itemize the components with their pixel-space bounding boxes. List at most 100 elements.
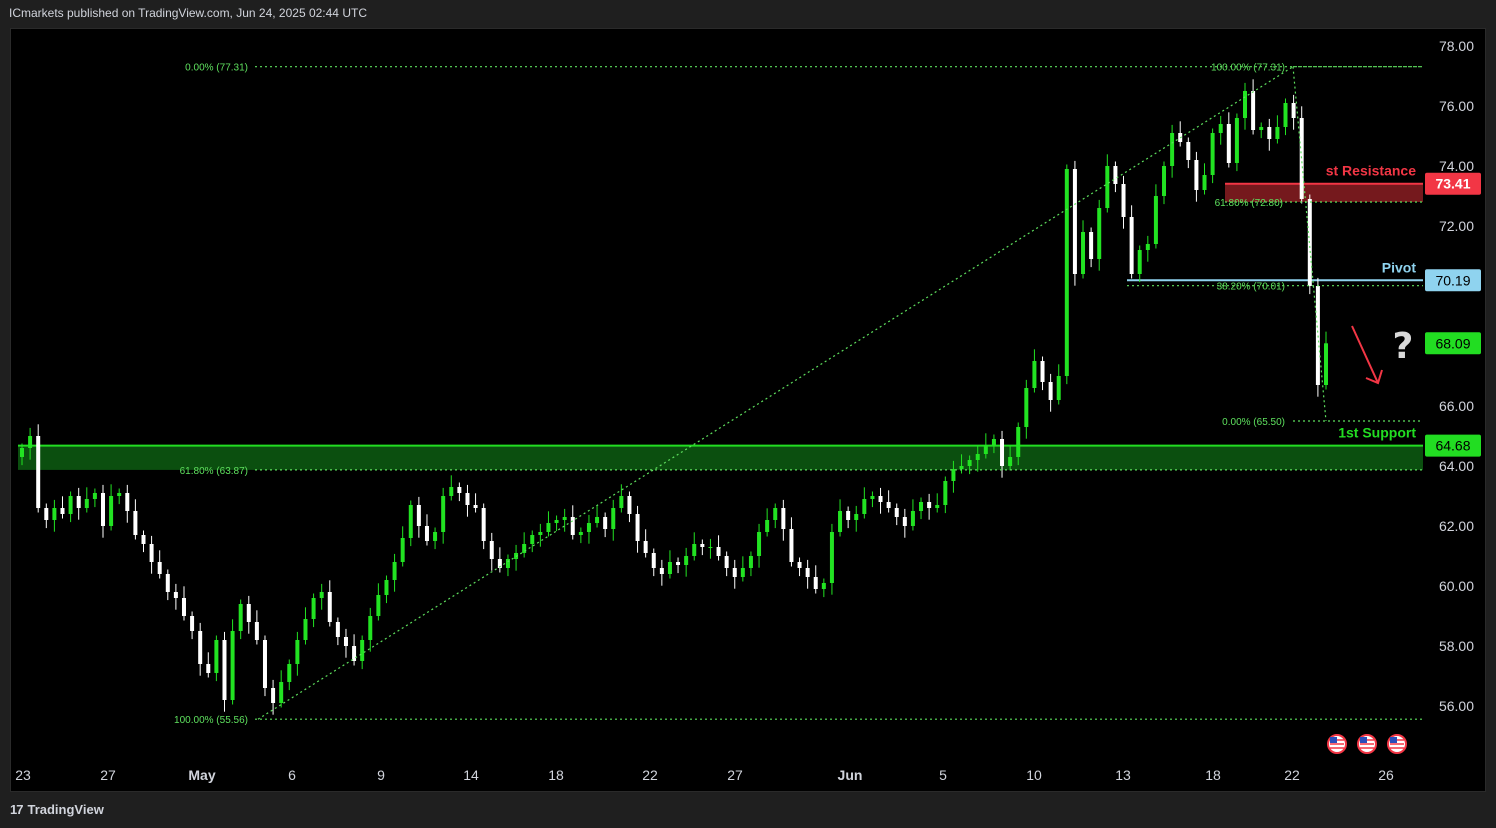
price-badge bbox=[1425, 172, 1481, 195]
candle-body bbox=[165, 574, 170, 592]
candle-body bbox=[789, 529, 794, 562]
us-flag-event-icon[interactable] bbox=[1387, 734, 1407, 754]
candles-layer bbox=[18, 79, 1423, 715]
footer-brand: TradingView bbox=[27, 802, 104, 817]
price-chart[interactable]: 0.00% (77.31) 100.00% (77.31) 61.80% (72.8… bbox=[0, 0, 1496, 800]
fib-label: 61.80% (72.80) bbox=[1215, 198, 1283, 209]
candle-body bbox=[173, 592, 178, 598]
candle-body bbox=[489, 541, 494, 559]
candle-body bbox=[1226, 124, 1231, 163]
candle-body bbox=[222, 640, 227, 700]
candle-body bbox=[1234, 118, 1239, 163]
price-badge-label: 70.19 bbox=[1435, 272, 1470, 288]
support-label: 1st Support bbox=[1338, 425, 1416, 441]
price-badge-label: 73.41 bbox=[1435, 176, 1470, 192]
candle-body bbox=[684, 556, 689, 565]
candle-body bbox=[700, 544, 705, 547]
candle-body bbox=[1016, 427, 1021, 457]
candle-body bbox=[805, 568, 810, 577]
candle-body bbox=[838, 511, 843, 532]
candle-body bbox=[1137, 250, 1142, 274]
candle-body bbox=[611, 508, 616, 529]
tradingview-logo-icon: 17 bbox=[10, 802, 24, 817]
candle-body bbox=[919, 502, 924, 511]
candle-body bbox=[1040, 361, 1045, 382]
y-tick-label: 76.00 bbox=[1439, 98, 1474, 114]
candle-body bbox=[765, 520, 770, 532]
candle-body bbox=[319, 592, 324, 598]
fib-trendline-up bbox=[257, 66, 1294, 720]
candle-body bbox=[1129, 217, 1134, 274]
price-badge-label: 64.68 bbox=[1435, 438, 1470, 454]
candle-body bbox=[335, 622, 340, 637]
candle-body bbox=[951, 469, 956, 481]
candle-body bbox=[894, 508, 899, 517]
us-flag-event-icon[interactable] bbox=[1357, 734, 1377, 754]
support-zone bbox=[18, 445, 1423, 470]
candle-body bbox=[376, 595, 381, 616]
x-tick-label: 6 bbox=[288, 767, 296, 783]
candle-body bbox=[943, 481, 948, 505]
x-tick-label: 18 bbox=[1205, 767, 1221, 783]
x-tick-label: 27 bbox=[727, 767, 743, 783]
candle-body bbox=[1056, 376, 1061, 400]
candle-body bbox=[497, 559, 502, 568]
candle-body bbox=[927, 502, 932, 508]
candle-body bbox=[230, 631, 235, 700]
candle-body bbox=[465, 493, 470, 505]
candle-body bbox=[1315, 286, 1320, 385]
y-tick-label: 74.00 bbox=[1439, 158, 1474, 174]
candle-body bbox=[522, 544, 527, 553]
candle-body bbox=[392, 562, 397, 580]
candle-body bbox=[862, 499, 867, 514]
candle-body bbox=[846, 511, 851, 520]
us-flag-event-icon[interactable] bbox=[1327, 734, 1347, 754]
candle-body bbox=[68, 496, 73, 514]
candle-body bbox=[878, 496, 883, 502]
x-tick-label: 13 bbox=[1115, 767, 1131, 783]
candle-body bbox=[651, 553, 656, 568]
candle-body bbox=[1283, 103, 1288, 127]
candle-body bbox=[271, 688, 276, 703]
candle-body bbox=[716, 547, 721, 556]
candle-body bbox=[149, 544, 154, 562]
candle-body bbox=[757, 532, 762, 556]
candle-body bbox=[813, 577, 818, 589]
candle-body bbox=[991, 439, 996, 445]
candle-body bbox=[1000, 439, 1005, 466]
candle-body bbox=[983, 445, 988, 454]
economic-events bbox=[1327, 734, 1407, 754]
fib-label: 38.20% (70.01) bbox=[1217, 282, 1285, 293]
candle-body bbox=[416, 505, 421, 526]
candle-body bbox=[1259, 127, 1264, 130]
candle-body bbox=[1024, 388, 1029, 427]
candle-body bbox=[28, 436, 33, 448]
chart-frame[interactable] bbox=[10, 28, 1486, 792]
candle-body bbox=[1105, 166, 1110, 208]
candle-body bbox=[643, 541, 648, 553]
fib-label: 0.00% (77.31) bbox=[185, 63, 248, 74]
candle-body bbox=[20, 448, 24, 457]
candle-body bbox=[1291, 103, 1296, 118]
tradingview-footer[interactable]: 17 TradingView bbox=[10, 802, 104, 817]
resistance-zone bbox=[1225, 183, 1423, 202]
candle-body bbox=[586, 523, 591, 532]
candle-body bbox=[424, 526, 429, 541]
candle-body bbox=[1251, 91, 1256, 130]
candle-body bbox=[724, 556, 729, 568]
candle-body bbox=[732, 568, 737, 577]
candle-body bbox=[76, 496, 81, 508]
fib-label: 61.80% (63.87) bbox=[180, 466, 248, 477]
candle-body bbox=[117, 493, 122, 496]
candle-body bbox=[854, 514, 859, 520]
candle-body bbox=[692, 544, 697, 556]
candle-body bbox=[1072, 169, 1077, 274]
candle-body bbox=[1089, 232, 1094, 259]
candle-body bbox=[1097, 208, 1102, 259]
price-badge bbox=[1425, 269, 1481, 292]
candle-body bbox=[562, 517, 567, 520]
candle-body bbox=[262, 640, 267, 688]
fib-trendline-down bbox=[1292, 66, 1327, 422]
candle-body bbox=[449, 487, 454, 496]
y-tick-label: 78.00 bbox=[1439, 38, 1474, 54]
